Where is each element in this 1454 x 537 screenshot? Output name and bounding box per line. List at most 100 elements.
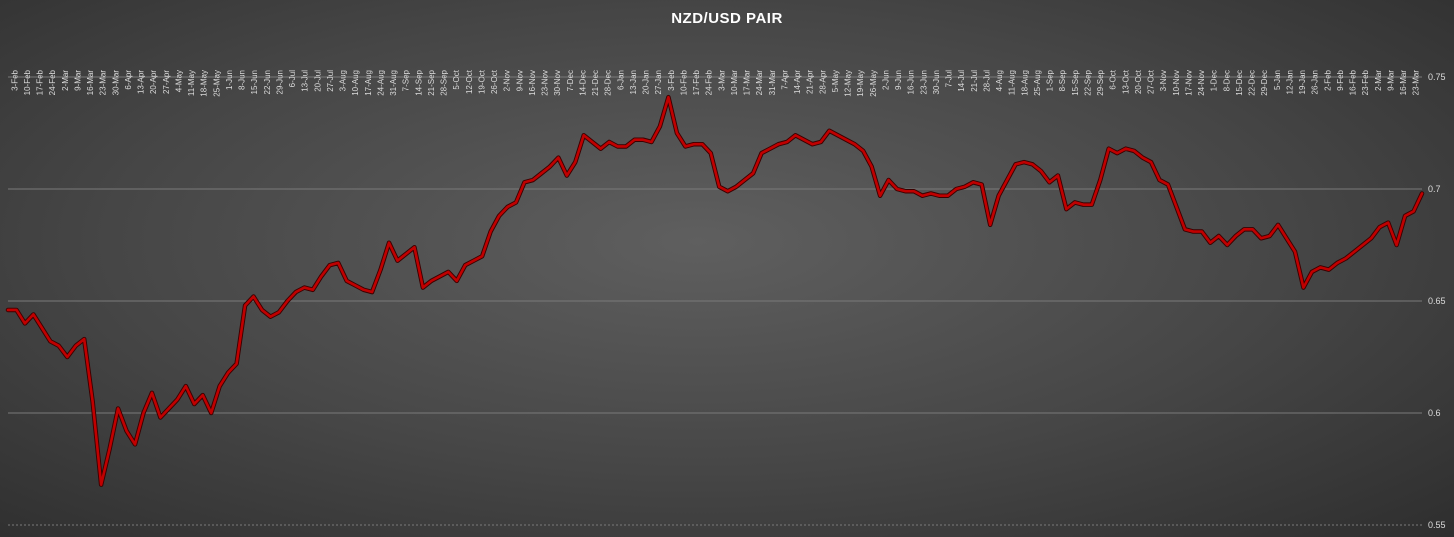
x-tick-label: 6-Oct (1109, 69, 1118, 89)
x-tick-label: 3-Mar (717, 70, 726, 91)
x-tick-label: 27-Oct (1147, 69, 1156, 94)
x-tick-label: 9-Feb (1336, 69, 1345, 90)
x-tick-label: 31-Aug (389, 70, 398, 96)
x-tick-label: 3-Feb (667, 69, 676, 90)
x-tick-label: 6-Apr (124, 70, 133, 90)
x-tick-label: 3-Feb (10, 69, 19, 90)
y-tick-label: 0.55 (1428, 520, 1446, 530)
x-tick-label: 28-Dec (604, 70, 613, 96)
x-tick-label: 28-Sep (440, 69, 449, 95)
y-tick-label: 0.7 (1428, 184, 1441, 194)
x-tick-label: 4-Aug (995, 70, 1004, 91)
x-tick-label: 27-Apr (162, 70, 171, 94)
x-tick-label: 10-Nov (1172, 70, 1181, 96)
x-tick-label: 5-May (831, 70, 840, 92)
x-tick-label: 20-Apr (149, 70, 158, 94)
x-tick-label: 8-Dec (1222, 70, 1231, 91)
x-tick-label: 18-May (200, 70, 209, 97)
x-tick-label: 9-Mar (1386, 70, 1395, 91)
x-tick-label: 25-Aug (1033, 70, 1042, 96)
x-tick-label: 23-Nov (541, 70, 550, 96)
x-tick-label: 2-Mar (1374, 70, 1383, 91)
x-tick-label: 13-Apr (137, 70, 146, 94)
x-tick-label: 11-Aug (1008, 70, 1017, 95)
x-tick-label: 8-Sep (1058, 69, 1067, 91)
x-tick-label: 27-Jan (654, 70, 663, 94)
x-tick-label: 6-Jan (616, 70, 625, 90)
x-tick-label: 23-Mar (99, 70, 108, 96)
x-tick-label: 13-Oct (1121, 69, 1130, 94)
x-tick-label: 15-Dec (1235, 70, 1244, 96)
x-tick-label: 2-Nov (503, 70, 512, 91)
x-tick-label: 10-Aug (351, 70, 360, 96)
x-tick-label: 7-Sep (402, 69, 411, 91)
x-tick-label: 20-Oct (1134, 69, 1143, 94)
x-tick-label: 24-Nov (1197, 70, 1206, 96)
x-tick-label: 11-May (187, 70, 196, 96)
chart-title: NZD/USD PAIR (671, 10, 783, 27)
x-tick-label: 2-Feb (1323, 69, 1332, 90)
x-tick-label: 23-Jun (919, 70, 928, 94)
x-tick-label: 7-Dec (566, 70, 575, 91)
x-tick-label: 31-Mar (768, 70, 777, 96)
x-tick-label: 6-Jul (288, 70, 297, 88)
series-line (6, 95, 1424, 486)
x-tick-label: 12-Oct (465, 69, 474, 94)
x-tick-label: 22-Dec (1248, 70, 1257, 96)
x-tick-label: 2-Jun (881, 70, 890, 90)
x-tick-label: 16-Mar (86, 70, 95, 96)
x-tick-label: 21-Sep (427, 69, 436, 95)
x-tick-label: 16-Jun (907, 70, 916, 94)
x-tick-label: 15-Sep (1071, 69, 1080, 95)
x-tick-label: 21-Dec (591, 70, 600, 96)
x-tick-label: 21-Apr (806, 70, 815, 94)
x-tick-label: 14-Jul (957, 70, 966, 92)
x-tick-label: 3-Aug (339, 70, 348, 91)
x-tick-label: 26-Jan (1311, 70, 1320, 94)
x-tick-label: 9-Nov (515, 70, 524, 91)
x-tick-label: 15-Jun (250, 70, 259, 94)
x-tick-label: 21-Jul (970, 70, 979, 92)
x-tick-label: 24-Mar (755, 70, 764, 96)
x-tick-label: 14-Apr (793, 70, 802, 94)
x-tick-label: 9-Mar (73, 70, 82, 91)
x-tick-label: 19-May (856, 70, 865, 97)
x-tick-label: 17-Feb (36, 69, 45, 95)
x-tick-label: 24-Aug (376, 70, 385, 96)
x-tick-label: 19-Jan (1298, 70, 1307, 94)
x-tick-label: 5-Oct (452, 69, 461, 89)
x-tick-label: 22-Sep (1083, 69, 1092, 95)
x-tick-label: 29-Sep (1096, 69, 1105, 95)
x-tick-label: 28-Apr (818, 70, 827, 94)
y-tick-label: 0.75 (1428, 72, 1446, 82)
x-tick-label: 29-Jun (275, 70, 284, 94)
x-tick-label: 26-Oct (490, 69, 499, 94)
x-tick-label: 19-Oct (477, 69, 486, 94)
x-tick-label: 28-Jul (982, 70, 991, 92)
x-tick-label: 23-Mar (1412, 70, 1421, 96)
x-tick-label: 13-Jan (629, 70, 638, 94)
x-tick-label: 1-Sep (1046, 69, 1055, 91)
x-tick-label: 10-Feb (679, 69, 688, 95)
series-line-shadow (5, 94, 1425, 487)
x-tick-label: 30-Jun (932, 70, 941, 94)
x-tick-label: 7-Jul (945, 70, 954, 88)
x-tick-label: 12-May (844, 70, 853, 97)
x-tick-label: 24-Feb (48, 69, 57, 95)
x-tick-label: 1-Jun (225, 70, 234, 90)
x-tick-label: 1-Dec (1210, 70, 1219, 91)
x-tick-label: 7-Apr (780, 70, 789, 90)
x-tick-label: 29-Dec (1260, 70, 1269, 96)
x-tick-label: 17-Mar (743, 70, 752, 96)
x-tick-label: 20-Jan (642, 70, 651, 94)
x-tick-label: 30-Mar (111, 70, 120, 96)
x-tick-label: 8-Jun (238, 70, 247, 90)
x-tick-label: 22-Jun (263, 70, 272, 94)
x-tick-label: 16-Nov (528, 70, 537, 96)
x-tick-label: 20-Jul (313, 70, 322, 92)
x-tick-label: 4-May (174, 70, 183, 92)
x-tick-label: 5-Jan (1273, 70, 1282, 90)
y-tick-label: 0.65 (1428, 296, 1446, 306)
x-tick-label: 17-Nov (1184, 70, 1193, 96)
x-tick-label: 16-Feb (1349, 69, 1358, 95)
